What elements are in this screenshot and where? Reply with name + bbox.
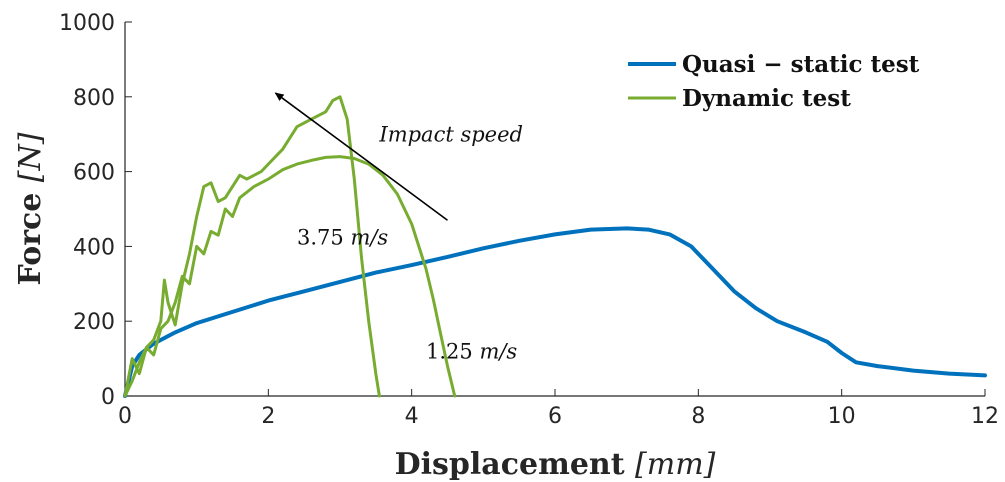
x-tick-label: 2 xyxy=(261,404,275,429)
x-tick-label: 8 xyxy=(691,404,705,429)
y-axis-title: Force [N] xyxy=(13,132,48,285)
x-tick-label: 10 xyxy=(828,404,856,429)
y-tick-label: 0 xyxy=(101,385,115,410)
x-axis-title: Displacement [mm] xyxy=(395,447,716,482)
axis-labels: Displacement [mm] Force [N] xyxy=(13,132,716,482)
speed-label-low: 1.25 m/s xyxy=(426,340,517,364)
x-tick-label: 0 xyxy=(118,404,132,429)
plot-axes: 0 2 4 6 8 10 12 0 200 400 600 800 1000 xyxy=(59,11,999,429)
impact-speed-arrow xyxy=(274,92,448,221)
y-tick-label: 1000 xyxy=(59,11,115,36)
impact-speed-label: Impact speed xyxy=(378,123,523,147)
x-tick-label: 6 xyxy=(548,404,562,429)
y-tick-label: 400 xyxy=(73,235,115,260)
x-tick-label: 12 xyxy=(971,404,999,429)
plot-series xyxy=(123,95,987,398)
speed-label-high: 3.75 m/s xyxy=(297,226,388,250)
legend: Quasi − static test Dynamic test xyxy=(628,51,920,112)
y-tick-label: 600 xyxy=(73,161,115,186)
legend-label-1: Dynamic test xyxy=(682,85,851,112)
plot-annotations: Impact speed 3.75 m/s 1.25 m/s xyxy=(274,92,523,364)
y-tick-label: 200 xyxy=(73,310,115,335)
series-line-1 xyxy=(123,95,381,398)
series-line-0 xyxy=(123,226,987,398)
x-tick-label: 4 xyxy=(405,404,419,429)
legend-label-0: Quasi − static test xyxy=(682,51,920,78)
y-tick-label: 800 xyxy=(73,86,115,111)
series-line-2 xyxy=(123,155,457,398)
